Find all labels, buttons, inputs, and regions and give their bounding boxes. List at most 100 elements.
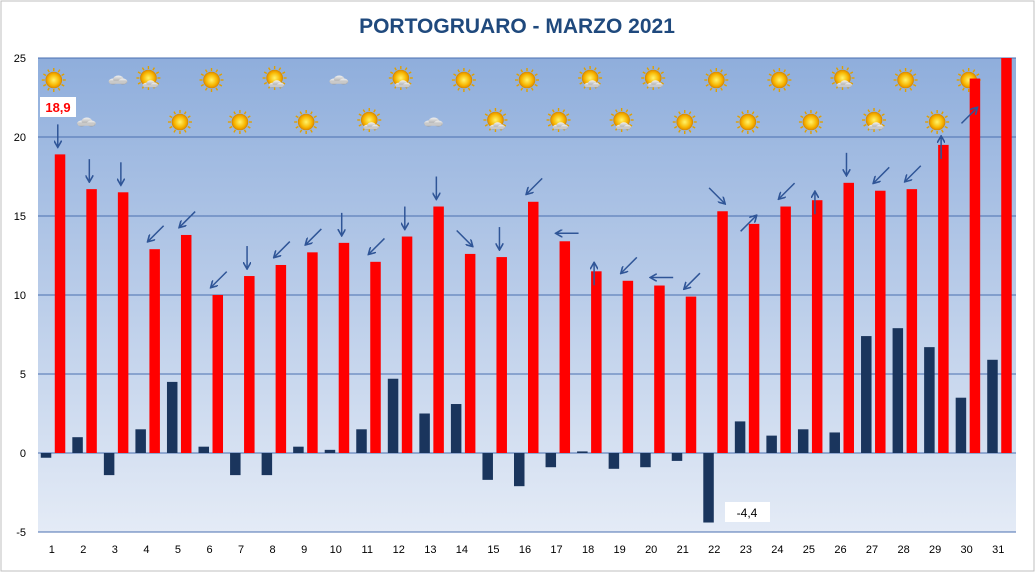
bar-min-temp [703,453,714,523]
x-tick-label: 6 [206,544,212,556]
bar-min-temp [198,446,210,453]
bar-max-temp [433,206,444,453]
x-tick-label: 29 [929,544,941,556]
bar-min-temp [766,435,777,453]
bar-max-temp [843,182,854,453]
bar-max-temp [307,252,318,453]
x-tick-label: 4 [143,544,149,556]
trend-arrow [685,272,701,288]
bar-max-temp [149,249,160,453]
bar-min-temp [924,347,935,453]
bar-max-temp [528,201,539,453]
bar-min-temp [514,453,525,487]
bar-max-temp [180,234,192,453]
bar-max-temp [86,189,97,453]
y-axis-ticks: -5 0 5 10 15 20 25 [14,53,26,539]
bar-min-temp [955,397,967,453]
bar-min-temp [72,437,83,453]
sun-cloud-icon [578,66,603,90]
bar-max-temp [275,264,287,453]
bar-max-temp [338,242,350,453]
bar-max-temp [938,144,949,453]
trend-arrow [960,108,976,124]
x-tick-label: 25 [803,544,815,556]
x-tick-label: 5 [175,544,181,556]
sun-icon [515,68,539,92]
x-tick-label: 7 [238,544,244,556]
bar-min-temp [892,328,904,453]
trend-arrow [621,256,638,272]
min-label: -4,4 [737,506,758,520]
sun-icon [167,110,192,134]
min-callout: -4,4 [725,502,770,522]
sun-cloud-icon [388,66,413,90]
bar-max-temp [212,295,224,453]
bar-min-temp [103,453,115,476]
sun-cloud-icon [641,66,666,90]
trend-arrow [708,187,724,203]
sun-icon [767,68,792,92]
bar-max-temp [244,276,255,453]
sun-cloud-icon [830,66,855,90]
max-callout: 18,9 [40,97,76,117]
x-tick-label: 2 [80,544,86,556]
sun-icon [893,68,918,92]
trend-arrow [456,229,472,246]
bar-max-temp [780,206,791,453]
bar-max-temp [748,223,760,453]
bar-max-temp [54,154,66,453]
sun-icon [672,110,697,134]
sun-cloud-icon [546,108,571,132]
bar-min-temp [419,413,430,453]
bar-max-temp [591,271,602,453]
x-tick-label: 13 [424,544,436,556]
trend-arrow [180,211,196,227]
bar-min-temp [734,421,746,453]
trend-arrow [527,177,543,193]
bar-min-temp [797,429,809,453]
bar-max-temp [969,78,981,453]
bar-min-temp [135,429,146,453]
sun-cloud-icon [136,66,161,90]
x-tick-label: 18 [582,544,594,556]
bar-min-temp [324,449,336,453]
sun-cloud-icon [262,66,287,90]
sun-cloud-icon [357,108,382,132]
bar-min-temp [987,359,998,453]
trend-arrow [211,271,228,287]
bar-min-temp [577,451,588,453]
trend-arrows [58,108,977,289]
x-tick-label: 20 [645,544,657,556]
trend-arrow [905,165,922,181]
x-tick-label: 22 [708,544,720,556]
x-tick-label: 31 [992,544,1004,556]
x-tick-label: 23 [740,544,752,556]
x-tick-label: 12 [393,544,405,556]
sun-cloud-icon [609,108,634,132]
trend-arrow [740,216,756,232]
bar-max-temp [370,261,381,453]
x-tick-label: 15 [487,544,499,556]
trend-arrow [306,228,322,244]
bar-max-temp [875,190,886,453]
y-tick-label: 20 [14,132,26,144]
sun-cloud-icon [862,108,887,132]
sun-cloud-icon [483,108,508,132]
bar-max-temp [559,241,571,453]
cloud-icon [329,75,349,85]
bar-max-temp [401,236,413,453]
bar-min-temp [293,446,304,453]
x-tick-label: 27 [866,544,878,556]
trend-arrow [874,166,890,182]
sun-icon [451,68,476,92]
bar-min-temp [640,453,651,468]
x-tick-label: 10 [330,544,342,556]
y-tick-label: 5 [20,369,26,381]
sun-icon [735,110,760,134]
chart-title: PORTOGRUARO - MARZO 2021 [359,15,675,38]
sun-icon [41,68,66,92]
x-tick-label: 16 [519,544,531,556]
bar-min-temp [671,453,683,461]
sun-icon [294,110,319,134]
